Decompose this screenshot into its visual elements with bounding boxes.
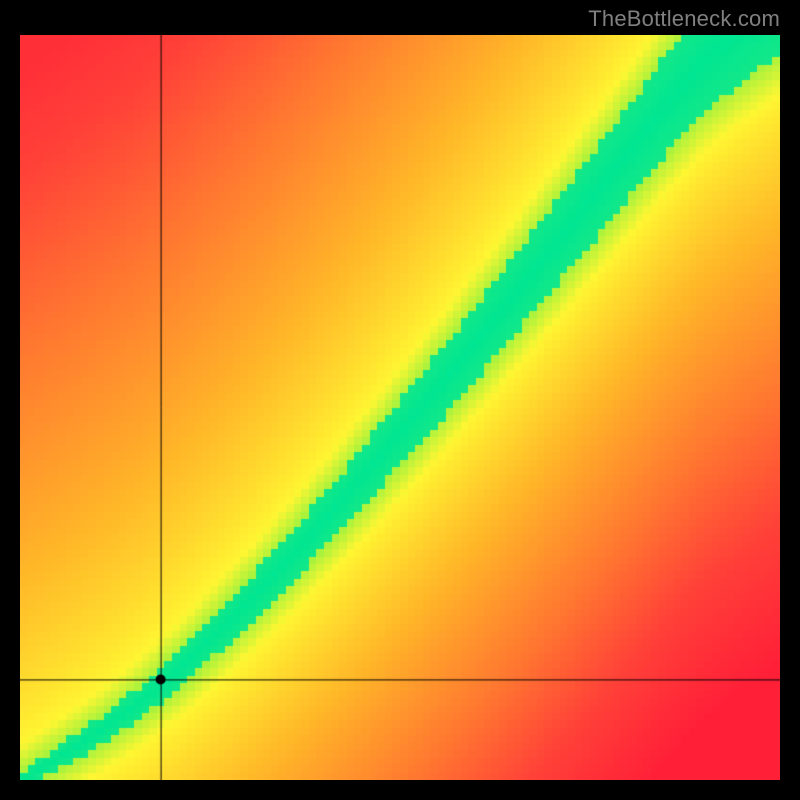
- heatmap-plot: [20, 35, 780, 780]
- chart-frame: TheBottleneck.com: [0, 0, 800, 800]
- watermark-text: TheBottleneck.com: [588, 6, 780, 32]
- heatmap-canvas: [20, 35, 780, 780]
